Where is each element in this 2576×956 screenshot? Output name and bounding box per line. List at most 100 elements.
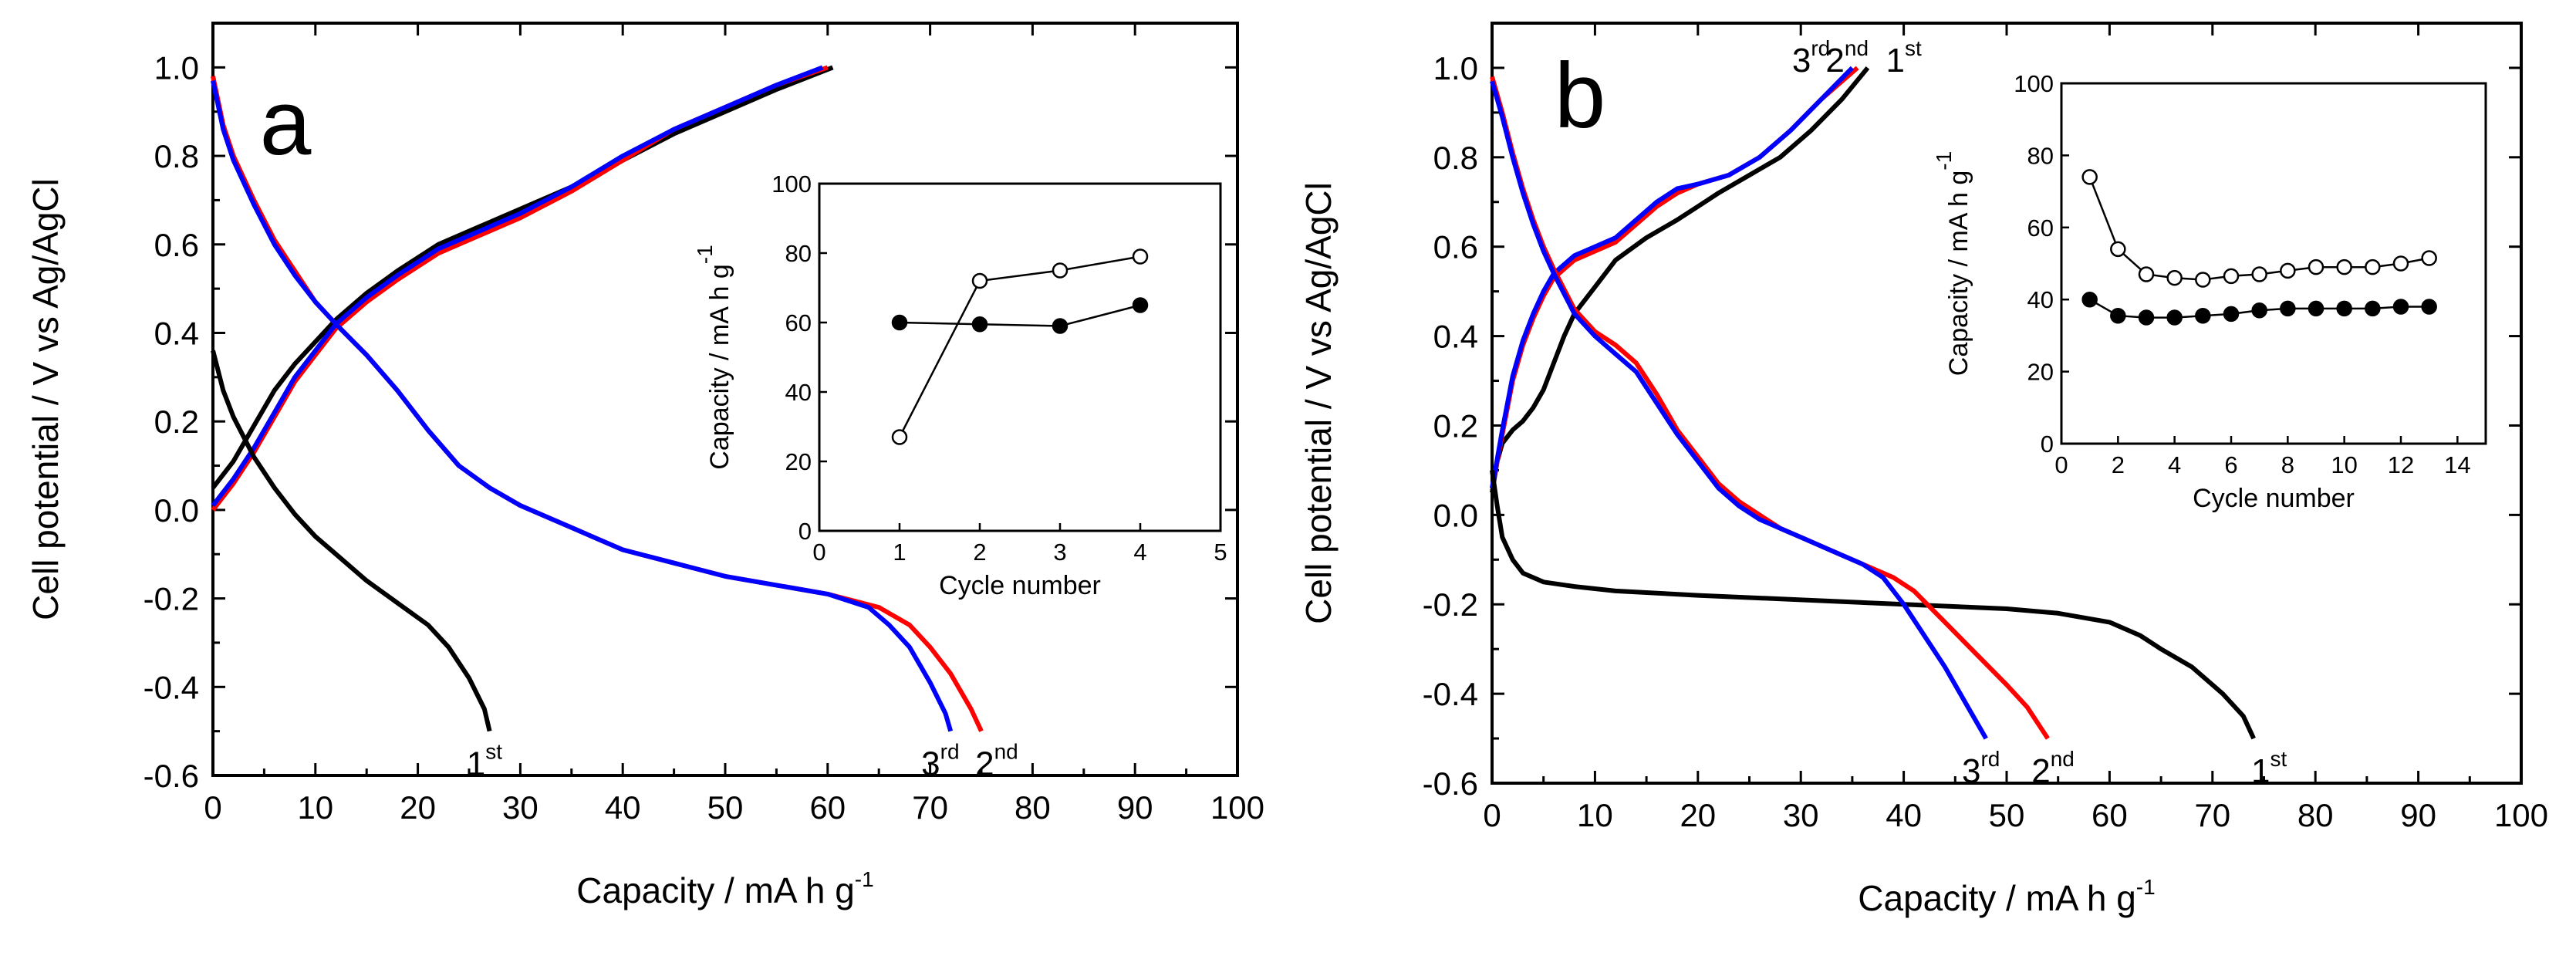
inset-x-axis-title: Cycle number	[2193, 484, 2355, 513]
curve-label-3rd-superscript: rd	[1980, 747, 2000, 771]
x-tick-label: 80	[1015, 789, 1051, 826]
inset-x-axis-title: Cycle number	[939, 571, 1101, 600]
y-tick-label: 0.6	[154, 227, 199, 263]
inset-point-filled	[2223, 306, 2240, 323]
y-tick-label: 1.0	[154, 49, 199, 86]
x-axis-title-superscript: -1	[855, 867, 874, 891]
x-axis-title: Capacity / mA h g-1	[1858, 875, 2155, 918]
x-tick-label: 90	[1117, 789, 1153, 826]
inset-point-filled	[2421, 299, 2437, 315]
x-tick-label: 40	[1886, 797, 1922, 833]
inset-point-filled	[1052, 318, 1069, 334]
x-tick-label: 10	[1577, 797, 1613, 833]
inset-y-tick-label: 60	[785, 309, 812, 336]
series-line-3rd-charge	[1490, 66, 1855, 489]
curve-label-3rd-text: 3	[1792, 42, 1811, 79]
y-tick-label: 0.4	[1433, 319, 1478, 355]
y-tick-label: 0.8	[1433, 140, 1478, 176]
y-tick-label: 0.2	[1433, 407, 1478, 444]
y-tick-label: -0.6	[1423, 765, 1478, 802]
curve-label-2nd-text: 2	[975, 745, 994, 782]
inset-point-filled	[971, 316, 988, 333]
inset-point-filled	[891, 314, 908, 331]
x-tick-label: 100	[2494, 797, 2548, 833]
x-tick-label: 20	[1680, 797, 1716, 833]
panel-label: b	[1555, 44, 1606, 147]
inset-point-open	[2223, 268, 2240, 285]
x-tick-label: 60	[809, 789, 846, 826]
inset-point-filled	[2308, 300, 2324, 317]
inset-y-tick-label: 20	[2027, 359, 2054, 386]
inset-point-filled	[2251, 302, 2267, 319]
curve-label-1st-text: 1	[2251, 752, 2270, 790]
inset-point-open	[2110, 241, 2126, 258]
inset-y-tick-label: 0	[798, 518, 812, 545]
inset-frame	[818, 182, 1222, 532]
curve-label-1st: 1st	[1886, 36, 1921, 79]
curve-label-3rd-text: 3	[921, 745, 940, 782]
curve-label-3rd: 3rd	[921, 739, 959, 782]
inset-point-filled	[2110, 307, 2126, 324]
inset-line-charge-capacity	[898, 255, 1141, 438]
curve-label-2nd-text: 2	[2031, 752, 2050, 790]
y-tick-label: 1.0	[1433, 50, 1478, 86]
curve-label-1st-text: 1	[467, 745, 485, 782]
inset-point-filled	[2195, 307, 2211, 324]
inset-y-tick-label: 40	[785, 379, 812, 406]
x-tick-label: 20	[400, 789, 436, 826]
inset-point-open	[1052, 262, 1069, 279]
inset-point-filled	[2081, 291, 2098, 308]
inset-x-tick-label: 1	[893, 539, 906, 566]
y-tick-label: -0.2	[143, 581, 199, 617]
y-tick-label: -0.4	[1423, 676, 1478, 712]
y-tick-label: 0.2	[154, 404, 199, 440]
panel-label: a	[260, 71, 312, 174]
inset-y-tick-label: 20	[785, 448, 812, 475]
inset-point-open	[2251, 266, 2267, 282]
x-tick-label: 30	[1783, 797, 1819, 833]
inset-frame	[2060, 82, 2487, 445]
inset-y-tick-label: 40	[2027, 286, 2054, 313]
curve-label-2nd-superscript: nd	[2051, 747, 2075, 771]
panel-a: 0 10 20 30 40 50 60 70 80 90 100-0.6-0.4-0.20.00.2…	[25, 22, 1264, 910]
inset-y-tick-label: 100	[771, 171, 812, 198]
inset-point-open	[2392, 255, 2409, 272]
curve-label-2nd-superscript: nd	[994, 739, 1018, 763]
inset-point-filled	[2138, 309, 2155, 326]
curve-label-1st-superscript: st	[1905, 36, 1922, 60]
curve-label-1st-superscript: st	[485, 739, 502, 763]
x-tick-label: 0	[204, 789, 221, 826]
curve-label-1st-text: 1	[1886, 42, 1904, 79]
series-line-1st-discharge	[1490, 469, 2256, 740]
inset-point-filled	[2166, 309, 2183, 326]
y-tick-label: 0.0	[154, 492, 199, 529]
x-axis-title: Capacity / mA h g-1	[576, 867, 873, 910]
inset-x-tick-label: 14	[2444, 451, 2470, 478]
inset-point-open	[2336, 258, 2352, 275]
inset-x-tick-label: 0	[2054, 451, 2068, 478]
x-tick-label: 80	[2297, 797, 2334, 833]
x-axis-title-text: Capacity / mA h g	[576, 870, 855, 910]
inset-point-filled	[2336, 300, 2352, 317]
curve-label-2nd-text: 2	[1825, 42, 1844, 79]
x-tick-label: 10	[297, 789, 333, 826]
inset-point-open	[891, 429, 908, 445]
inset-y-tick-label: 80	[785, 240, 812, 267]
inset-point-open	[2421, 250, 2437, 266]
inset-y-tick-label: 0	[2041, 431, 2054, 458]
curve-label-1st-superscript: st	[2270, 747, 2287, 771]
series-line-1st-discharge	[211, 350, 492, 732]
inset-y-tick-label: 80	[2027, 142, 2054, 169]
series-line-3rd-discharge	[1490, 80, 1988, 740]
y-axis-title: Cell potential / V vs Ag/AgCl	[1298, 182, 1339, 624]
series-line-1st-charge	[211, 65, 834, 490]
y-axis-title: Cell potential / V vs Ag/AgCl	[25, 178, 66, 620]
panel-b: 0 10 20 30 40 50 60 70 80 90 100-0.6-0.4-0.20.00.2…	[1298, 22, 2548, 918]
x-tick-label: 70	[912, 789, 948, 826]
inset-x-tick-label: 8	[2281, 451, 2294, 478]
series-line-1st-charge	[1490, 66, 1870, 493]
inset-point-filled	[1132, 297, 1149, 313]
inset-y-axis-title-superscript: -1	[693, 245, 717, 264]
y-tick-label: -0.4	[143, 669, 199, 705]
inset-point-open	[1132, 248, 1149, 265]
